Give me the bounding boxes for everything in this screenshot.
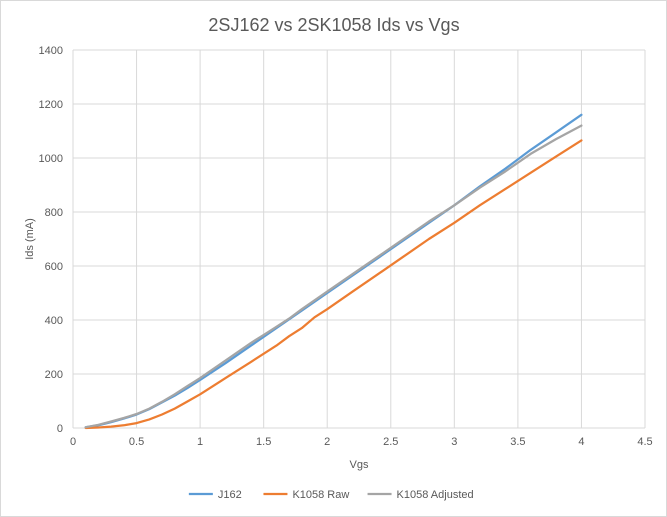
legend-item: J162 bbox=[188, 489, 242, 501]
legend: J162 K1058 Raw K1058 Adjusted bbox=[188, 489, 474, 501]
x-tick-label: 3 bbox=[451, 436, 457, 448]
y-axis-label: Ids (mA) bbox=[24, 218, 36, 260]
x-tick-label: 4.5 bbox=[637, 436, 652, 448]
y-axis-ticks: 0 200 400 600 800 1000 1200 1400 bbox=[39, 45, 63, 435]
legend-label: J162 bbox=[218, 489, 242, 501]
legend-label: K1058 Adjusted bbox=[397, 489, 474, 501]
x-tick-label: 4 bbox=[578, 436, 584, 448]
y-tick-label: 1200 bbox=[39, 99, 63, 111]
y-tick-label: 0 bbox=[57, 423, 63, 435]
gridlines bbox=[72, 49, 646, 429]
x-axis-ticks: 0 0.5 1 1.5 2 2.5 3 3.5 4 4.5 bbox=[70, 436, 653, 448]
x-tick-label: 0 bbox=[70, 436, 76, 448]
x-tick-label: 1.5 bbox=[256, 436, 271, 448]
x-tick-label: 3.5 bbox=[510, 436, 525, 448]
y-tick-label: 1000 bbox=[39, 153, 63, 165]
series-line-j162 bbox=[84, 113, 583, 429]
x-tick-label: 1 bbox=[197, 436, 203, 448]
series-line-k1058-adjusted bbox=[84, 124, 583, 429]
x-axis-label: Vgs bbox=[350, 459, 369, 471]
y-tick-label: 200 bbox=[45, 369, 63, 381]
legend-item: K1058 Adjusted bbox=[367, 489, 474, 501]
legend-label: K1058 Raw bbox=[292, 489, 349, 501]
series-line-k1058-raw bbox=[84, 139, 583, 430]
y-tick-label: 600 bbox=[45, 261, 63, 273]
y-tick-label: 1400 bbox=[39, 45, 63, 57]
legend-item: K1058 Raw bbox=[263, 489, 349, 501]
y-tick-label: 400 bbox=[45, 315, 63, 327]
chart-title: 2SJ162 vs 2SK1058 Ids vs Vgs bbox=[208, 15, 459, 35]
x-tick-label: 0.5 bbox=[129, 436, 144, 448]
x-tick-label: 2 bbox=[324, 436, 330, 448]
series-lines bbox=[84, 113, 583, 430]
x-tick-label: 2.5 bbox=[383, 436, 398, 448]
y-tick-label: 800 bbox=[45, 207, 63, 219]
